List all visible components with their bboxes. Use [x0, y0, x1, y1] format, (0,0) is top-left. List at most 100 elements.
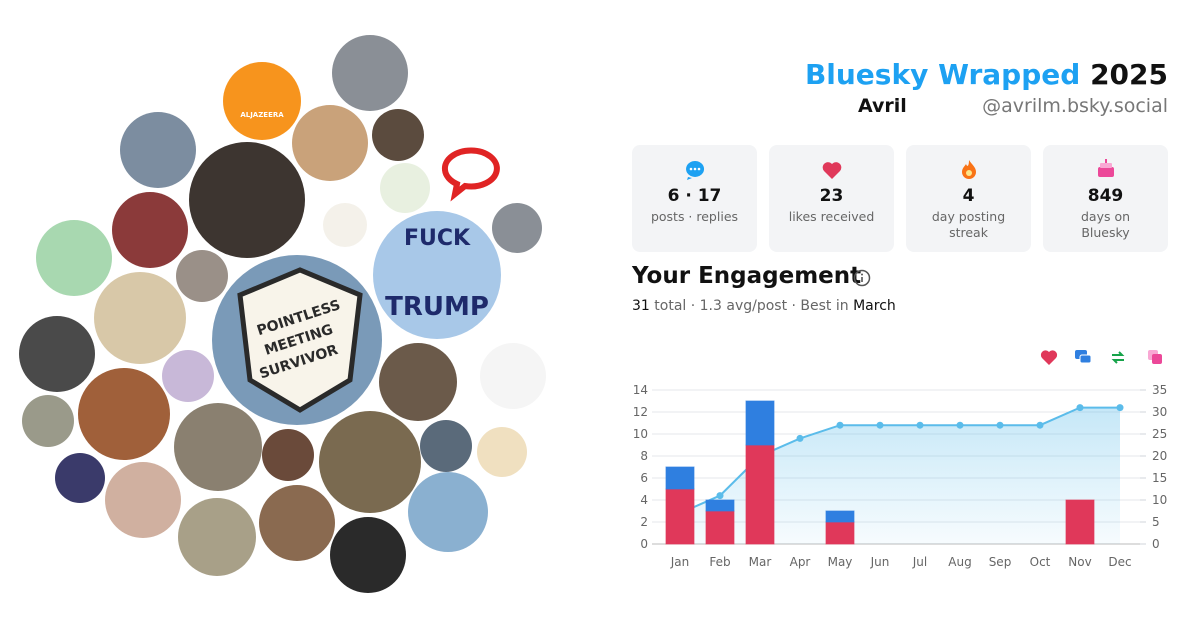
point — [996, 421, 1004, 429]
point — [916, 421, 924, 429]
legend — [1040, 350, 1162, 365]
summary-total: 31 — [632, 298, 650, 314]
y2-tick-label: 15 — [1152, 471, 1167, 485]
info-icon[interactable] — [852, 268, 872, 288]
bar — [745, 400, 775, 446]
avatar[interactable] — [373, 211, 501, 339]
avatar[interactable] — [492, 203, 542, 253]
avatar[interactable] — [319, 411, 421, 513]
avatar-text: ALJAZEERA — [240, 111, 284, 119]
avatar[interactable] — [105, 462, 181, 538]
avatar[interactable] — [379, 343, 457, 421]
icon — [822, 162, 842, 179]
bar — [665, 466, 695, 490]
avatar[interactable] — [292, 105, 368, 181]
legend-icon[interactable] — [1075, 350, 1092, 364]
avatar[interactable] — [189, 142, 305, 258]
y-tick-label: 8 — [640, 449, 648, 463]
avatar[interactable] — [178, 498, 256, 576]
x-tick-label: Feb — [709, 555, 730, 569]
avatar[interactable] — [55, 453, 105, 503]
stat-value: 849 — [1087, 186, 1124, 206]
avatar[interactable] — [112, 192, 188, 268]
summary: 31 total · 1.3 avg/post · Best in March — [632, 298, 896, 314]
y-tick-label: 12 — [633, 405, 648, 419]
point — [1076, 404, 1084, 412]
x-tick-label: Jan — [670, 555, 690, 569]
avatar[interactable] — [162, 350, 214, 402]
icon — [1098, 159, 1114, 177]
avatar[interactable] — [330, 517, 406, 593]
bar — [1065, 499, 1095, 545]
y2-tick-label: 25 — [1152, 427, 1167, 441]
x-tick-label: Aug — [948, 555, 971, 569]
x-tick-label: Jun — [870, 555, 890, 569]
x-tick-label: May — [828, 555, 853, 569]
stat-label: likes received — [788, 209, 875, 224]
stat-card: 6 · 17 posts · replies — [632, 145, 757, 252]
x-tick-label: Mar — [749, 555, 772, 569]
point — [956, 421, 964, 429]
x-tick-label: Apr — [790, 555, 811, 569]
avatar[interactable] — [120, 112, 196, 188]
icon — [962, 160, 976, 179]
user-name: Avril — [858, 95, 907, 117]
stat-label: posts · replies — [650, 209, 739, 224]
bar — [705, 510, 735, 545]
y-tick-label: 4 — [640, 493, 648, 507]
bar — [825, 510, 855, 523]
avatar[interactable] — [372, 109, 424, 161]
bar — [665, 488, 695, 545]
legend-icon[interactable] — [1040, 350, 1058, 365]
section-title: Your Engagement — [632, 263, 862, 289]
y2-tick-label: 0 — [1152, 537, 1160, 551]
avatar[interactable] — [94, 272, 186, 364]
y2-tick-label: 35 — [1152, 383, 1167, 397]
stat-label: days on Bluesky — [1080, 209, 1131, 240]
point — [836, 421, 844, 429]
bar — [705, 499, 735, 512]
y-tick-label: 14 — [633, 383, 648, 397]
avatar[interactable] — [19, 316, 95, 392]
legend-icon[interactable] — [1111, 351, 1125, 364]
stat-card: 23 likes received — [769, 145, 894, 252]
avatar[interactable] — [259, 485, 335, 561]
x-tick-label: Dec — [1108, 555, 1131, 569]
y-tick-label: 10 — [633, 427, 648, 441]
legend-icon[interactable] — [1148, 350, 1162, 364]
summary-text: total · 1.3 avg/post · Best in — [654, 298, 849, 314]
avatar[interactable] — [477, 427, 527, 477]
y2-tick-label: 30 — [1152, 405, 1167, 419]
avatar[interactable] — [420, 420, 472, 472]
y2-tick-label: 5 — [1152, 515, 1160, 529]
x-tick-label: Oct — [1030, 555, 1051, 569]
avatar[interactable] — [36, 220, 112, 296]
x-tick-label: Sep — [989, 555, 1012, 569]
point — [876, 421, 884, 429]
avatar[interactable] — [408, 472, 488, 552]
avatar[interactable] — [22, 395, 74, 447]
x-tick-label: Jul — [912, 555, 927, 569]
avatar[interactable] — [176, 250, 228, 302]
stat-label: day posting streak — [931, 209, 1006, 240]
avatar[interactable] — [262, 429, 314, 481]
avatar[interactable] — [78, 368, 170, 460]
icon — [686, 161, 705, 180]
point — [796, 434, 804, 442]
avatar[interactable] — [380, 163, 430, 213]
title: Bluesky Wrapped 2025 — [805, 58, 1168, 91]
avatar[interactable] — [323, 203, 367, 247]
pin-badge — [237, 267, 363, 413]
point — [1036, 421, 1044, 429]
point — [716, 492, 724, 500]
x-tick-label: Nov — [1068, 555, 1091, 569]
avatar-text: FUCK — [404, 226, 471, 251]
avatar[interactable] — [480, 343, 546, 409]
avatar[interactable] — [223, 62, 301, 140]
point — [1116, 404, 1124, 412]
avatar[interactable] — [174, 403, 262, 491]
stat-value: 23 — [819, 186, 844, 206]
avatar[interactable] — [332, 35, 408, 111]
